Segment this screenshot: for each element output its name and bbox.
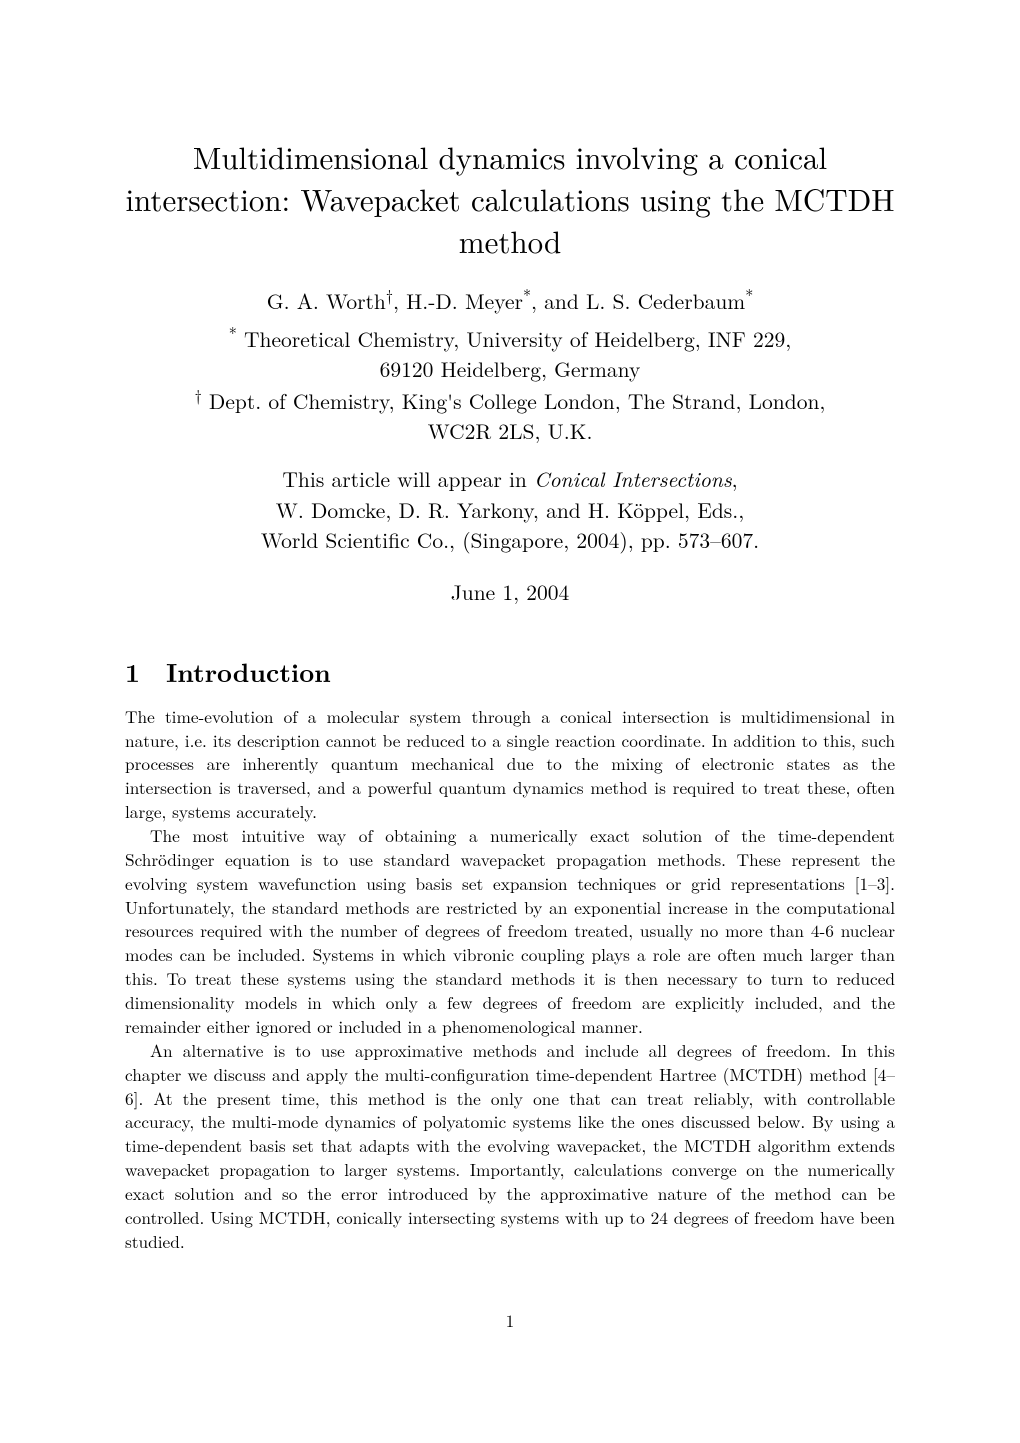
pub-editors: W. Domcke, D. R. Yarkony, and H. Köppel,… [276,495,744,525]
paragraph-1: The time-evolution of a molecular system… [125,706,895,825]
pub-publisher: World Scientific Co., (Singapore, 2004),… [261,525,759,555]
paragraph-3: An alternative is to use approximative m… [125,1040,895,1255]
affiliation-1: * Theoretical Chemistry, University of H… [125,322,895,384]
pub-venue: Conical Intersections [534,464,732,494]
paragraph-2: The most intuitive way of obtaining a nu… [125,825,895,1040]
page-number: 1 [125,1309,895,1333]
pub-suffix: , [732,464,738,494]
section-number: 1 [125,653,140,690]
section-title: Introduction [166,653,331,690]
affiliation-2: † Dept. of Chemistry, King's College Lon… [125,384,895,446]
publication-info: This article will appear in Conical Inte… [125,464,895,554]
paper-title: Multidimensional dynamics involving a co… [125,136,895,262]
authors-line: G. A. Worth†, H.-D. Meyer*, and L. S. Ce… [125,284,895,316]
date: June 1, 2004 [125,577,895,607]
pub-prefix: This article will appear in [282,464,534,494]
section-1-heading: 1 Introduction [125,653,895,690]
